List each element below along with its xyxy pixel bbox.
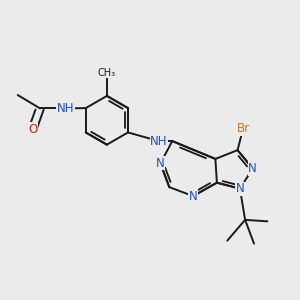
Text: O: O <box>28 123 37 136</box>
Text: N: N <box>156 157 165 170</box>
Text: NH: NH <box>56 102 74 115</box>
Text: N: N <box>189 190 197 202</box>
Text: Br: Br <box>236 122 250 135</box>
Text: N: N <box>236 182 244 195</box>
Text: NH: NH <box>150 135 168 148</box>
Text: CH₃: CH₃ <box>98 68 116 78</box>
Text: N: N <box>248 162 257 175</box>
